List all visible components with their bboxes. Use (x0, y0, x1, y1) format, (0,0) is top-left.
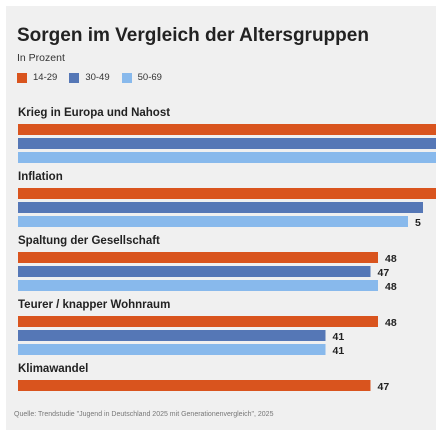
category-label: Teurer / knapper Wohnraum (18, 299, 170, 311)
bar-30-49 (18, 330, 326, 341)
legend-item: 14-29 (17, 72, 57, 83)
chart-title: Sorgen im Vergleich der Altersgruppen (17, 25, 369, 46)
category-label: Klimawandel (18, 363, 88, 375)
bar-30-49 (18, 202, 423, 213)
data-label: 48 (385, 317, 397, 329)
bar-14-29 (18, 380, 371, 391)
category-label: Spaltung der Gesellschaft (18, 235, 160, 247)
data-label: 48 (385, 281, 397, 293)
source-note: Quelle: Trendstudie "Jugend in Deutschla… (14, 411, 274, 418)
data-label: 48 (385, 253, 397, 265)
chart-panel: Sorgen im Vergleich der Altersgruppen In… (6, 6, 436, 430)
bar-14-29 (18, 252, 378, 263)
data-label: 41 (333, 345, 345, 357)
bar-50-69 (18, 344, 326, 355)
bar-50-69 (18, 152, 436, 163)
data-label: 5 (415, 217, 421, 229)
bar-14-29 (18, 124, 436, 135)
bar-50-69 (18, 280, 378, 291)
legend-label: 50-69 (137, 72, 162, 83)
bar-30-49 (18, 266, 371, 277)
legend-item: 50-69 (121, 72, 162, 83)
legend: 14-29 30-49 50-69 (17, 72, 174, 83)
bar-14-29 (18, 316, 378, 327)
legend-label: 30-49 (85, 72, 110, 83)
data-label: 47 (378, 381, 390, 393)
bar-50-69 (18, 216, 408, 227)
category-label: Inflation (18, 171, 63, 183)
legend-swatch (69, 72, 80, 83)
data-label: 41 (333, 331, 345, 343)
chart-subtitle: In Prozent (17, 52, 65, 64)
bar-14-29 (18, 188, 436, 199)
bar-30-49 (18, 138, 436, 149)
legend-swatch (17, 72, 27, 83)
data-label: 47 (378, 267, 390, 279)
legend-label: 14-29 (33, 72, 58, 83)
bar-chart: Krieg in Europa und Nahost Inflation 5 Spal… (18, 107, 436, 393)
legend-item: 30-49 (69, 72, 110, 83)
legend-swatch (121, 72, 132, 83)
category-label: Krieg in Europa und Nahost (18, 107, 170, 119)
